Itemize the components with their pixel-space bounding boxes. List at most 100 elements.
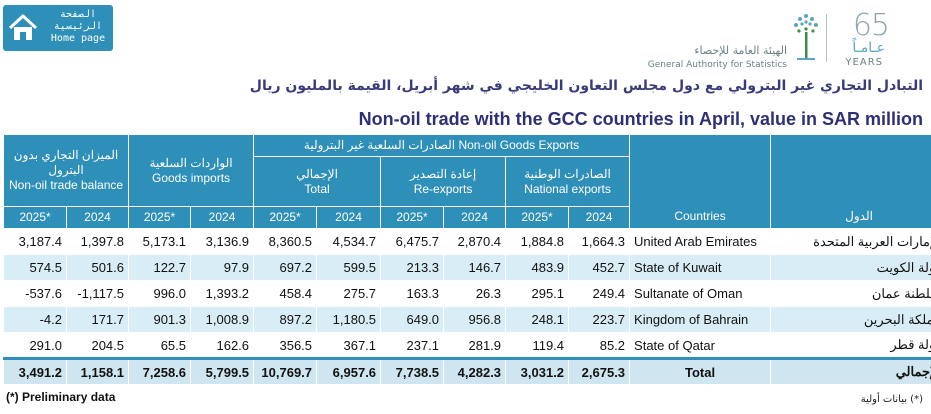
- year-header: 2024: [316, 206, 382, 229]
- cell-imports-2024: 1,008.9: [190, 306, 255, 333]
- table-row: 3,187.4 1,397.8 5,173.1 3,136.9 8,360.5 …: [3, 228, 931, 255]
- cell-total-2025: 458.4: [253, 280, 318, 307]
- home-page-button[interactable]: الصفحة الرئيسية Home page: [3, 5, 113, 51]
- cell-imports-2024: 97.9: [190, 254, 255, 281]
- cell-imports-2024: 1,393.2: [190, 280, 255, 307]
- total-national-2025: 3,031.2: [505, 357, 570, 385]
- header-trade-balance-ar: الميزان التجاري بدون البترول: [13, 148, 119, 177]
- cell-total-2024: 599.5: [316, 254, 382, 281]
- cell-balance-2025: 574.5: [3, 254, 67, 281]
- home-icon: [8, 14, 38, 40]
- home-label: الصفحة الرئيسية Home page: [45, 9, 111, 45]
- year-header: 2025*: [505, 206, 570, 229]
- year-header: 2025*: [380, 206, 445, 229]
- page-title-en: Non-oil trade with the GCC countries in …: [358, 109, 923, 129]
- header-national-exports-ar: الصادرات الوطنية: [524, 166, 611, 181]
- cell-balance-2024: 171.7: [65, 306, 130, 333]
- cell-reexports-2024: 2,870.4: [443, 228, 507, 255]
- total-row: 3,491.2 1,158.1 7,258.6 5,799.5 10,769.7…: [3, 357, 931, 385]
- header-reexports: إعادة التصدير Re-exports: [380, 156, 507, 207]
- footnote-en: (*) Preliminary data: [6, 390, 116, 404]
- cell-balance-2025: 291.0: [3, 332, 67, 359]
- cell-country-en: Sultanate of Oman: [629, 280, 772, 307]
- header-national-exports-en: National exports: [524, 181, 611, 196]
- logo-years-en: YEARS: [845, 57, 883, 68]
- header-countries: Countries: [629, 134, 772, 229]
- cell-total-2025: 8,360.5: [253, 228, 318, 255]
- header-goods-imports-en: Goods imports: [152, 170, 231, 185]
- home-label-ar: الصفحة الرئيسية: [53, 9, 103, 32]
- cell-balance-2025: -4.2: [3, 306, 67, 333]
- logo-divider: [826, 14, 827, 62]
- cell-total-2024: 275.7: [316, 280, 382, 307]
- cell-national-2025: 295.1: [505, 280, 570, 307]
- cell-imports-2024: 162.6: [190, 332, 255, 359]
- cell-reexports-2024: 26.3: [443, 280, 507, 307]
- cell-reexports-2024: 146.7: [443, 254, 507, 281]
- year-header: 2024: [443, 206, 507, 229]
- total-reexports-2025: 7,738.5: [380, 357, 445, 385]
- cell-imports-2025: 65.5: [128, 332, 192, 359]
- total-imports-2024: 5,799.5: [190, 357, 255, 385]
- year-header: 2025*: [253, 206, 318, 229]
- cell-imports-2025: 996.0: [128, 280, 192, 307]
- year-header: 2025*: [128, 206, 192, 229]
- cell-country-en: State of Kuwait: [629, 254, 772, 281]
- total-label-en: Total: [629, 357, 772, 385]
- cell-imports-2025: 901.3: [128, 306, 192, 333]
- cell-imports-2024: 3,136.9: [190, 228, 255, 255]
- cell-national-2024: 1,664.3: [568, 228, 631, 255]
- logo-number: 65: [852, 8, 890, 43]
- header-countries-ar: الدول: [770, 134, 931, 229]
- header-nonoil-exports: الصادرات السلعية غير البترولية Non-oil G…: [253, 134, 631, 157]
- header-national-exports: الصادرات الوطنية National exports: [505, 156, 631, 207]
- cell-country-en: Kingdom of Bahrain: [629, 306, 772, 333]
- cell-balance-2024: 1,397.8: [65, 228, 130, 255]
- total-national-2024: 2,675.3: [568, 357, 631, 385]
- cell-country-ar: دولة قطر: [770, 332, 931, 359]
- header-reexports-en: Re-exports: [413, 181, 473, 196]
- year-header: 2024: [190, 206, 255, 229]
- total-reexports-2024: 4,282.3: [443, 357, 507, 385]
- cell-total-2025: 356.5: [253, 332, 318, 359]
- palm-emblem-icon: [794, 14, 818, 60]
- cell-total-2025: 697.2: [253, 254, 318, 281]
- cell-country-ar: سلطنة عمان: [770, 280, 931, 307]
- cell-national-2024: 223.7: [568, 306, 631, 333]
- total-total-2024: 6,957.6: [316, 357, 382, 385]
- cell-country-ar: مملكة البحرين: [770, 306, 931, 333]
- logo-authority-en: General Authority for Statistics: [647, 60, 787, 70]
- cell-reexports-2025: 213.3: [380, 254, 445, 281]
- cell-national-2025: 483.9: [505, 254, 570, 281]
- cell-balance-2024: -1,117.5: [65, 280, 130, 307]
- cell-reexports-2025: 6,475.7: [380, 228, 445, 255]
- cell-reexports-2025: 163.3: [380, 280, 445, 307]
- cell-balance-2025: -537.6: [3, 280, 67, 307]
- cell-country-ar: الإمارات العربية المتحدة: [770, 228, 931, 255]
- cell-country-en: United Arab Emirates: [629, 228, 772, 255]
- cell-national-2025: 119.4: [505, 332, 570, 359]
- logo-authority-ar: الهيئة العامة للإحصاء: [694, 44, 787, 57]
- cell-balance-2025: 3,187.4: [3, 228, 67, 255]
- cell-national-2024: 249.4: [568, 280, 631, 307]
- header-trade-balance-en: Non-oil trade balance: [8, 178, 124, 192]
- home-label-en: Home page: [50, 33, 106, 44]
- gcc-trade-table: الميزان التجاري بدون البترول Non-oil tra…: [2, 134, 931, 385]
- cell-imports-2025: 5,173.1: [128, 228, 192, 255]
- cell-national-2024: 452.7: [568, 254, 631, 281]
- gastat-logo: 65 عـامـاً YEARS الهيئة العامة للإحصاء G…: [648, 8, 927, 70]
- total-balance-2025: 3,491.2: [3, 357, 67, 385]
- header-reexports-ar: إعادة التصدير: [409, 166, 477, 181]
- year-header: 2024: [568, 206, 631, 229]
- cell-country-ar: دولة الكويت: [770, 254, 931, 281]
- total-label-ar: الإجمالي: [770, 357, 931, 385]
- table-row: 574.5 501.6 122.7 97.9 697.2 599.5 213.3…: [3, 254, 931, 281]
- total-balance-2024: 1,158.1: [65, 357, 130, 385]
- total-total-2025: 10,769.7: [253, 357, 318, 385]
- year-header: 2025*: [3, 206, 67, 229]
- cell-reexports-2024: 281.9: [443, 332, 507, 359]
- year-header: 2024: [65, 206, 130, 229]
- cell-total-2024: 367.1: [316, 332, 382, 359]
- cell-national-2025: 1,884.8: [505, 228, 570, 255]
- cell-balance-2024: 501.6: [65, 254, 130, 281]
